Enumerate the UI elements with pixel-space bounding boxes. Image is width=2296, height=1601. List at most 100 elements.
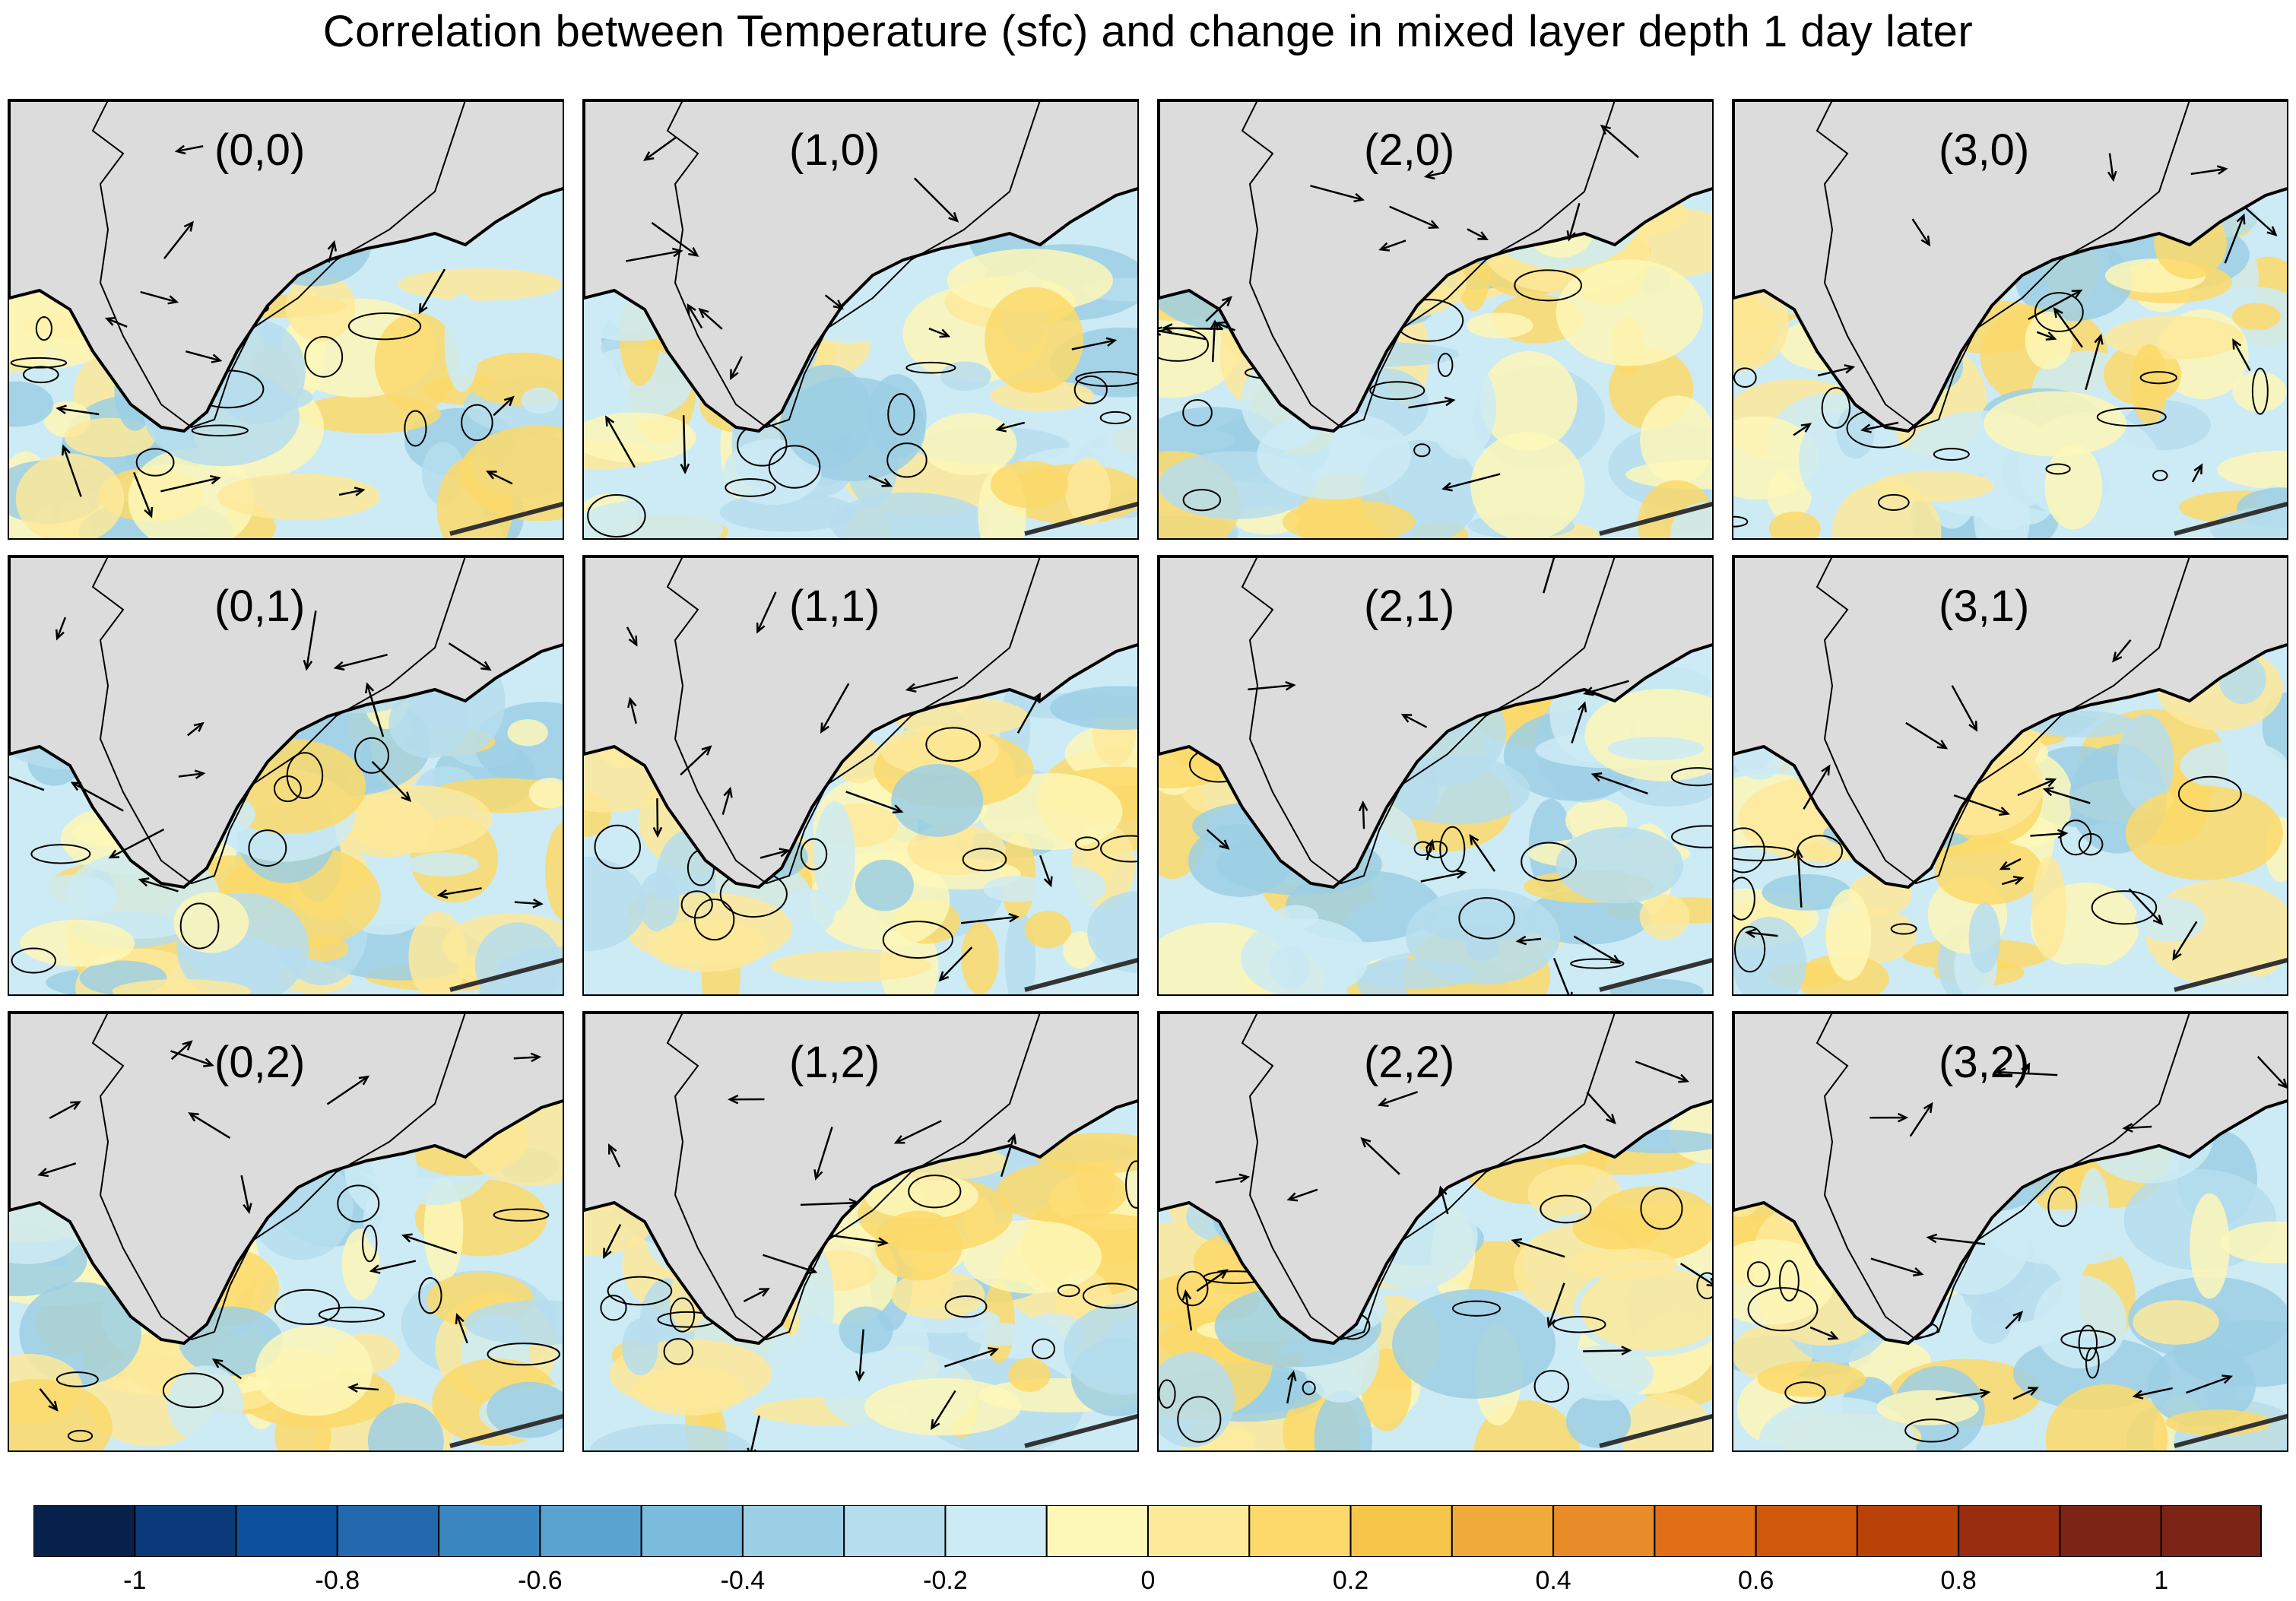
vector-arrow (2190, 165, 2228, 176)
colorbar-tick-label: 1 (2154, 1566, 2169, 1595)
map-field (584, 1013, 1137, 1450)
correlation-patch (2232, 372, 2287, 412)
vector-arrow (813, 1127, 833, 1181)
vector-arrow (347, 1383, 379, 1393)
correlation-patch (782, 364, 873, 468)
correlation-patch (1282, 499, 1416, 538)
colorbar-tick-label: -0.2 (923, 1566, 968, 1595)
colorbar-bin (1349, 1505, 1453, 1557)
correlation-patch (855, 859, 914, 911)
vector-arrow (1546, 1282, 1565, 1329)
vector-arrow (1286, 1370, 1297, 1404)
vector-arrow (680, 415, 690, 474)
significance-contour (1514, 269, 1583, 302)
significance-contour (1182, 489, 1222, 512)
land-mass (9, 556, 563, 889)
colorbar-bin (1552, 1505, 1656, 1557)
vector-arrow (513, 1052, 542, 1063)
correlation-patch (406, 852, 480, 877)
domain-boundary (1599, 957, 1712, 992)
vector-arrow (186, 350, 223, 363)
vector-arrow (2107, 153, 2117, 182)
vector-arrow (1425, 839, 1435, 861)
correlation-patch (1876, 1390, 1979, 1425)
significance-contour (1413, 443, 1431, 458)
correlation-patch (1241, 918, 1369, 994)
significance-contour (2139, 371, 2177, 385)
correlation-patch (128, 448, 255, 538)
significance-contour (886, 442, 928, 478)
vector-arrow (928, 327, 951, 338)
significance-contour (962, 848, 1007, 872)
colorbar-tick-label: -1 (123, 1566, 147, 1595)
colorbar-bin (2160, 1505, 2263, 1557)
significance-contour (274, 1289, 341, 1325)
vector-arrow (448, 642, 492, 671)
significance-contour (2060, 1330, 2116, 1349)
significance-contour (1778, 1260, 1800, 1302)
correlation-patch (767, 1335, 815, 1379)
correlation-patch (1984, 391, 2126, 457)
correlation-patch (255, 1325, 373, 1416)
colorbar-bin (33, 1505, 136, 1557)
correlation-patch (2026, 710, 2137, 738)
vector-arrow (1441, 473, 1501, 492)
vector-arrow (824, 294, 844, 310)
vector-arrow (61, 444, 82, 497)
correlation-patch (983, 876, 1051, 902)
vector-arrow (2028, 289, 2083, 320)
correlation-patch (2025, 311, 2072, 369)
vector-arrow (1423, 170, 1445, 180)
correlation-patch (1257, 411, 1411, 499)
significance-contour (2177, 775, 2242, 813)
vector-arrow (743, 1288, 770, 1302)
significance-contour (1904, 1419, 1959, 1443)
vector-arrow (605, 415, 636, 468)
correlation-patch (1991, 1209, 2142, 1266)
map-field (1159, 100, 1712, 538)
correlation-patch (1405, 889, 1561, 985)
vector-arrow (626, 626, 638, 647)
vector-arrow (1377, 1091, 1418, 1108)
land-mass (584, 1013, 1137, 1346)
domain-boundary (1024, 1413, 1137, 1448)
significance-contour (2152, 470, 2168, 481)
vector-arrow (170, 1050, 214, 1067)
significance-contour (273, 775, 302, 803)
vector-arrow (829, 1234, 889, 1247)
significance-contour (944, 1295, 988, 1318)
correlation-patch (507, 718, 548, 747)
correlation-patch (633, 1366, 746, 1416)
correlation-patch (2148, 1343, 2256, 1428)
vector-arrow (642, 136, 677, 161)
domain-boundary (1024, 957, 1137, 992)
vector-arrow (1905, 721, 1949, 750)
correlation-patch (961, 922, 999, 994)
significance-contour (1733, 845, 1795, 861)
page-title: Correlation between Temperature (sfc) an… (322, 7, 1974, 56)
vector-arrow (1181, 1289, 1193, 1331)
correlation-patch (1639, 894, 1690, 940)
significance-contour (2060, 820, 2092, 856)
vector-arrow (178, 769, 206, 779)
correlation-patch (2135, 897, 2206, 943)
vector-arrow (1408, 396, 1456, 409)
significance-contour (1733, 925, 1766, 973)
correlation-patch (891, 1270, 985, 1320)
vector-arrow (1420, 869, 1467, 883)
vector-arrow (1378, 239, 1406, 252)
colorbar-bin (944, 1505, 1048, 1557)
domain-boundary (2174, 501, 2287, 536)
vector-arrow (1793, 423, 1812, 436)
map-field (1159, 556, 1712, 994)
colorbar (33, 1505, 2263, 1557)
vector-arrow (2112, 639, 2132, 663)
correlation-patch (2130, 344, 2168, 426)
significance-contour (1890, 923, 1917, 935)
correlation-patch (1428, 356, 1496, 459)
vector-arrow (1159, 326, 1207, 341)
map-field (1733, 556, 2287, 994)
domain-boundary (1024, 501, 1137, 536)
vector-arrow (1161, 323, 1223, 333)
map-field (1733, 100, 2287, 538)
